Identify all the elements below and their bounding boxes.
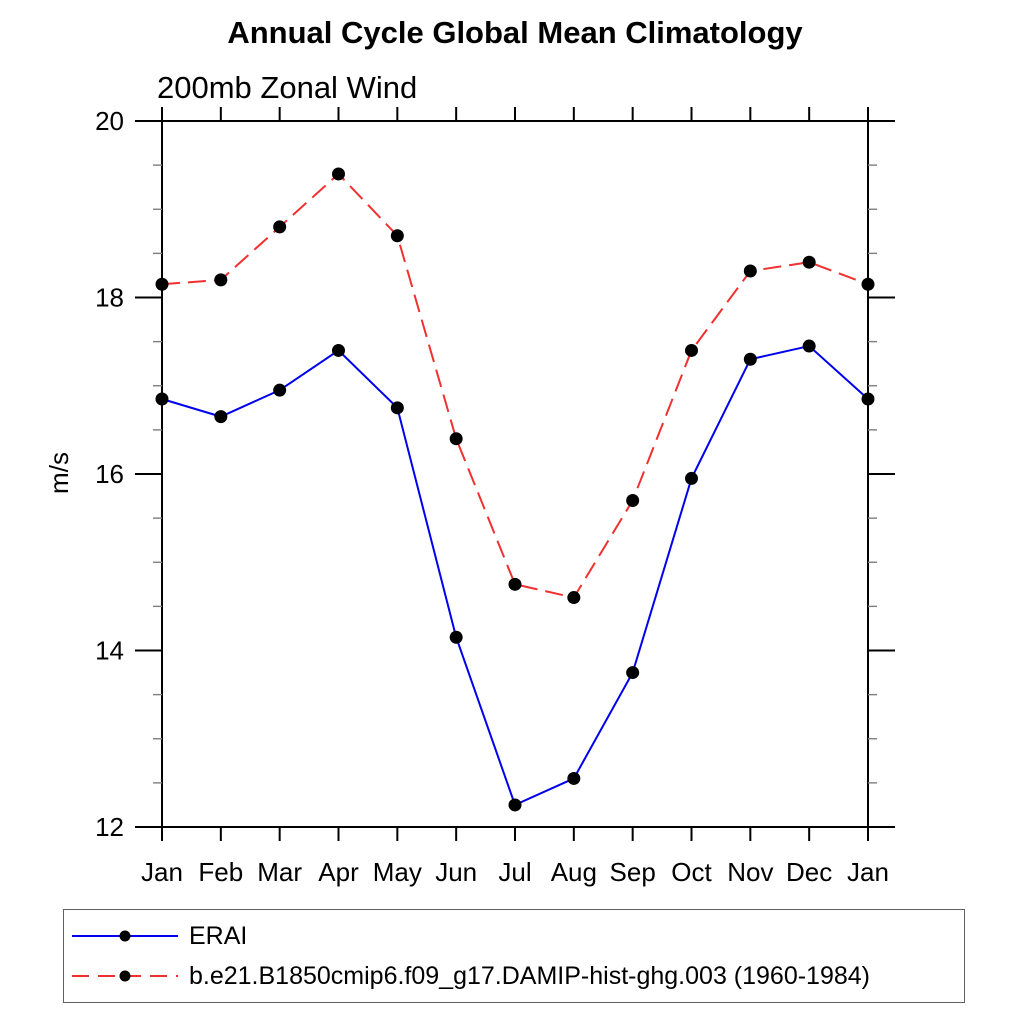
data-point-marker-erai [626,666,640,680]
data-point-marker-erai [508,798,522,812]
data-point-marker-model [626,493,640,507]
data-point-marker-model [273,220,287,234]
x-axis-tick-label: Sep [610,857,656,887]
legend-label-model: b.e21.B1850cmip6.f09_g17.DAMIP-hist-ghg.… [189,961,870,990]
y-axis-tick-label: 14 [95,636,124,666]
chart-title: Annual Cycle Global Mean Climatology [227,15,803,50]
data-point-marker-erai [685,471,698,485]
y-axis-tick-label: 18 [95,283,124,313]
legend-box: ERAI b.e21.B1850cmip6.f09_g17.DAMIP-hist… [63,909,965,1003]
x-axis-tick-label: Jan [141,857,183,887]
data-point-marker-erai [155,392,169,406]
data-point-marker-erai [390,401,404,415]
data-point-marker-model [155,277,169,291]
x-axis-tick-label: Jun [435,857,477,887]
data-point-marker-model [685,343,698,357]
legend-label-erai: ERAI [189,921,248,950]
series-line-erai [161,344,869,807]
legend-sample-model [72,970,178,982]
legend-marker-circle-icon [119,930,131,942]
data-point-marker-model [332,167,345,181]
data-point-marker-erai [743,352,757,366]
y-axis-tick-label: 12 [95,812,124,842]
data-point-marker-erai [214,410,228,424]
data-point-marker-erai [332,343,345,357]
data-point-marker-model [743,264,757,278]
y-axis-tick-label: 20 [95,106,124,136]
data-point-marker-erai [861,392,875,406]
plot-frame [161,120,869,828]
y-axis-tick-label: 16 [95,459,124,489]
data-point-marker-model [390,229,404,243]
data-point-marker-model [449,432,463,446]
data-point-marker-erai [273,383,287,397]
x-axis-tick-label: Jul [498,857,531,887]
x-axis-tick-label: Oct [671,857,712,887]
data-point-marker-erai [449,630,463,644]
data-point-marker-model [508,577,522,591]
data-point-marker-model [214,273,228,287]
x-axis-tick-label: Jan [847,857,889,887]
x-axis-tick-label: Apr [318,857,359,887]
legend-item-model: b.e21.B1850cmip6.f09_g17.DAMIP-hist-ghg.… [68,956,964,996]
chart-subtitle: 200mb Zonal Wind [157,70,418,105]
x-axis-tick-label: Nov [727,857,773,887]
x-axis-tick-label: Mar [257,857,302,887]
data-point-marker-model [567,591,581,605]
data-point-marker-erai [567,771,581,785]
series-line-model [161,172,869,599]
y-axis-label: m/s [44,452,74,494]
x-axis-tick-label: May [373,857,422,887]
x-axis-tick-label: Aug [551,857,597,887]
legend-marker-circle-icon [119,970,131,982]
data-point-marker-model [802,255,816,269]
legend-sample-erai [72,930,178,942]
x-axis-tick-label: Dec [786,857,832,887]
plot-area: Jan Feb Mar Apr May Jun Jul Aug Sep Oct Nov Dec Jan 1… [44,106,895,887]
data-point-marker-erai [802,339,816,353]
legend-item-erai: ERAI [68,916,964,956]
x-axis-tick-label: Feb [198,857,243,887]
data-point-marker-model [861,277,875,291]
